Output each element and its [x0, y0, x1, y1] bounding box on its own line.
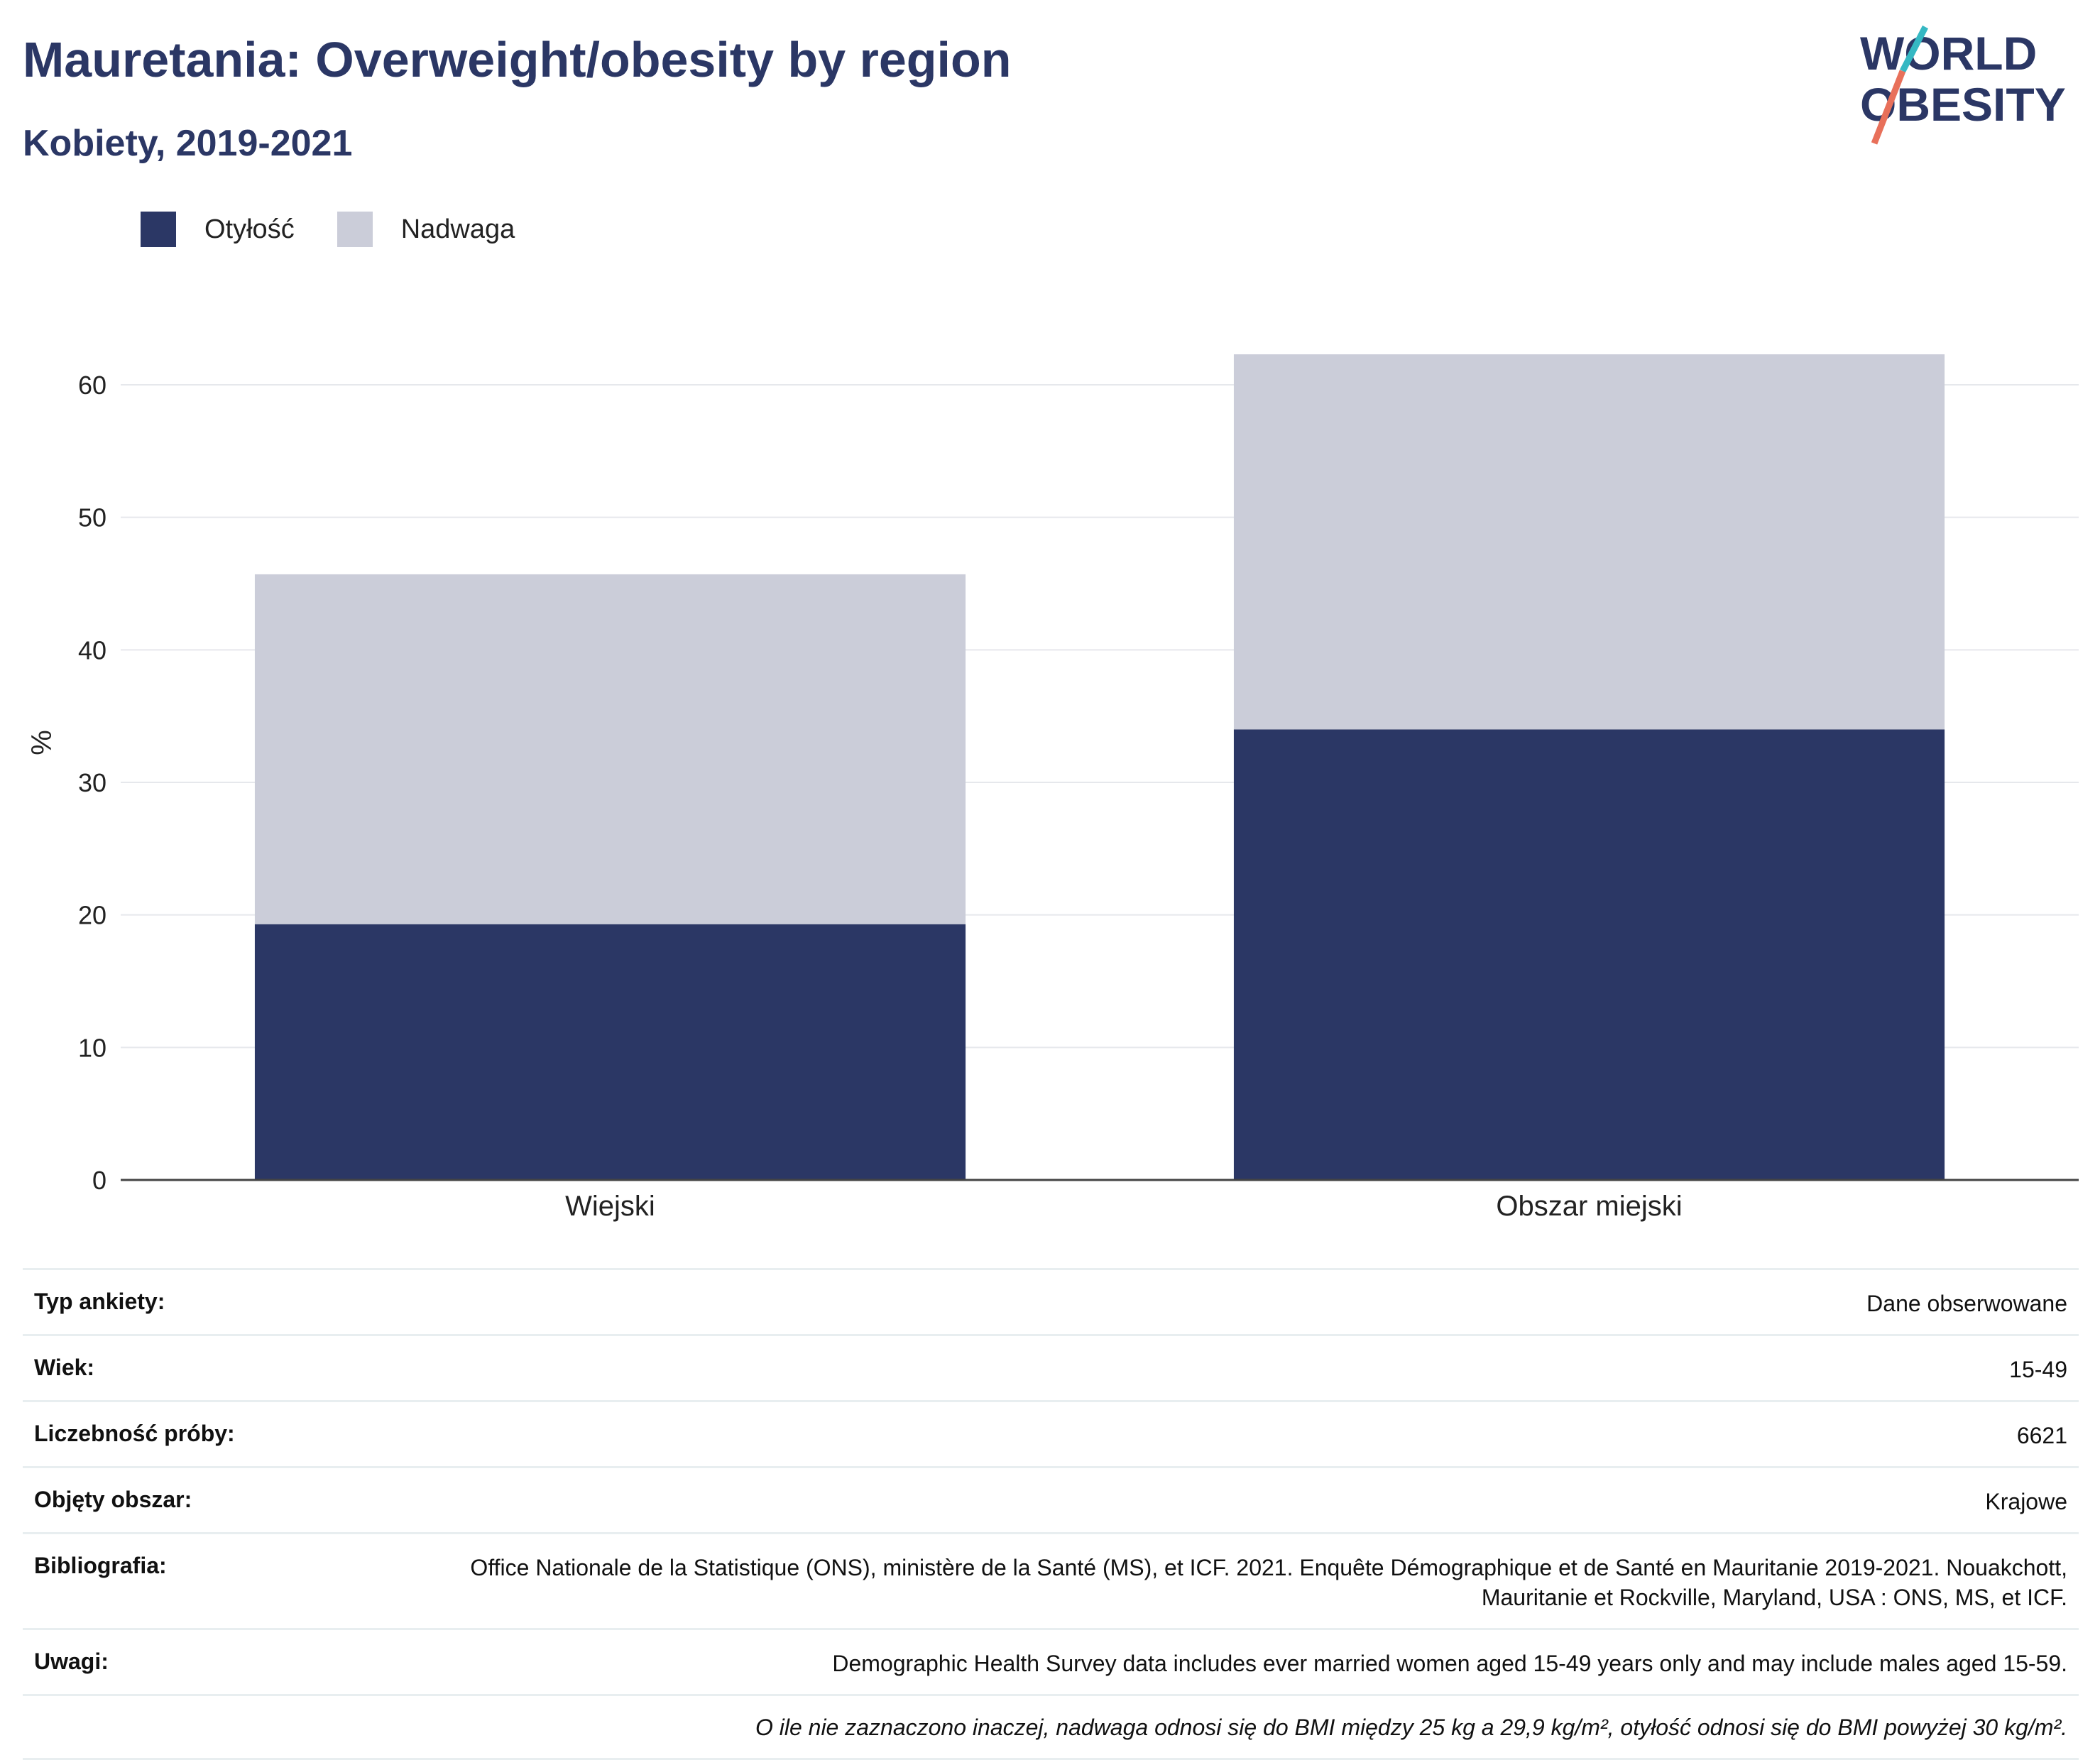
page-subtitle: Kobiety, 2019-2021: [23, 123, 353, 164]
meta-value: 6621: [2016, 1423, 2067, 1448]
legend-label-obesity: Otyłość: [204, 214, 295, 244]
bar-segment: [1233, 729, 1945, 1180]
y-tick-label: 20: [78, 901, 106, 930]
legend-label-overweight: Nadwaga: [400, 214, 515, 244]
legend-swatch-obesity: [141, 212, 176, 247]
meta-row: Uwagi: Demographic Health Survey data inc…: [23, 1628, 2079, 1694]
y-tick-label: 60: [78, 371, 106, 400]
legend-item-obesity[interactable]: Otyłość: [141, 212, 295, 247]
x-category-label: Wiejski: [565, 1191, 655, 1222]
bar-segment: [254, 574, 966, 924]
meta-key: Uwagi:: [34, 1649, 109, 1674]
bar-segment: [1233, 354, 1945, 730]
bar-segment: [254, 924, 966, 1180]
page-title: Mauretania: Overweight/obesity by region: [23, 32, 1012, 87]
y-tick-label: 10: [78, 1033, 106, 1062]
logo-slash-teal: [1900, 25, 1928, 73]
legend-item-overweight[interactable]: Nadwaga: [337, 212, 515, 247]
meta-key: Objęty obszar:: [34, 1487, 192, 1512]
meta-row: Bibliografia: Office Nationale de la Stat…: [23, 1532, 2079, 1628]
logo-slash-coral: [1871, 70, 1906, 145]
meta-key: Liczebność próby:: [34, 1421, 235, 1446]
y-axis-title: %: [26, 730, 58, 755]
stacked-bar-chart: 0 10 20 30 40 50 60 Wiejski Obszar miejski%: [26, 354, 2079, 1222]
meta-value: Demographic Health Survey data includes …: [832, 1651, 2067, 1676]
meta-row: Liczebność próby: 6621: [23, 1400, 2079, 1466]
y-tick-label: 40: [78, 635, 106, 665]
logo-line1: WORLD: [1860, 27, 2037, 80]
bmi-definition-note: O ile nie zaznaczono inaczej, nadwaga od…: [23, 1694, 2079, 1760]
meta-key: Bibliografia:: [34, 1553, 167, 1578]
meta-value: Dane obserwowane: [1866, 1291, 2067, 1316]
y-tick-label: 30: [78, 768, 106, 797]
meta-value: 15-49: [2009, 1357, 2067, 1382]
meta-key: Typ ankiety:: [34, 1289, 165, 1314]
x-category-label: Obszar miejski: [1496, 1191, 1682, 1222]
meta-row: Objęty obszar: Krajowe: [23, 1466, 2079, 1532]
y-tick-label: 50: [78, 503, 106, 532]
survey-metadata-table: Typ ankiety: Dane obserwowane Wiek: 15-49 Li…: [23, 1268, 2079, 1760]
meta-value: Krajowe: [1985, 1489, 2067, 1514]
chart-legend: Otyłość Nadwaga: [141, 212, 557, 247]
meta-key: Wiek:: [34, 1355, 95, 1380]
meta-value: Office Nationale de la Statistique (ONS)…: [470, 1555, 2067, 1610]
legend-swatch-overweight: [337, 212, 373, 247]
meta-row: Wiek: 15-49: [23, 1334, 2079, 1400]
meta-row: Typ ankiety: Dane obserwowane: [23, 1268, 2079, 1334]
world-obesity-logo: WORLD OBESITY: [1860, 25, 2066, 145]
y-tick-label: 0: [92, 1166, 106, 1195]
